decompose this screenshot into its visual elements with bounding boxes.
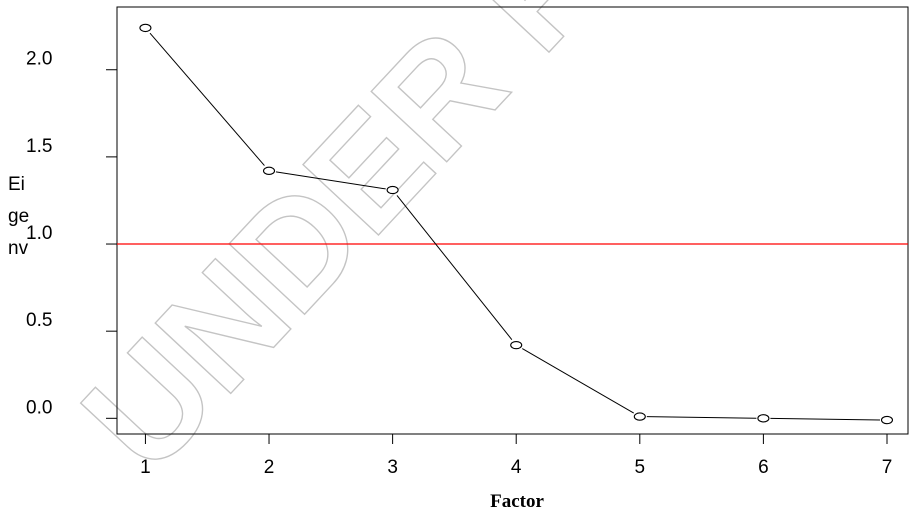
- x-axis-label: Factor: [490, 491, 544, 512]
- y-tick-label: 0.0: [26, 397, 52, 418]
- data-point: [386, 185, 399, 195]
- data-point: [139, 23, 152, 33]
- data-point: [880, 415, 894, 425]
- y-tick-label: 0.5: [26, 310, 52, 331]
- series-segment: [770, 417, 880, 421]
- series-segment: [646, 416, 757, 419]
- x-tick-label: 1: [140, 457, 151, 478]
- x-tick-label: 3: [387, 457, 398, 478]
- data-point: [262, 166, 276, 175]
- x-tick-label: 7: [882, 457, 893, 478]
- series-segment: [396, 195, 513, 340]
- series-segment: [522, 348, 634, 414]
- series-segment: [275, 171, 386, 190]
- x-tick-label: 6: [758, 457, 769, 478]
- watermark: UNDER PEER REVIEW: [50, 0, 909, 503]
- data-point: [633, 412, 646, 421]
- watermark-text: UNDER PEER REVIEW: [51, 0, 909, 502]
- x-tick-label: 5: [635, 457, 646, 478]
- plot-frame: [116, 6, 909, 435]
- x-tick-label: 4: [511, 457, 522, 478]
- y-tick-label: 2.0: [26, 49, 52, 70]
- y-axis-label-line-1: Ei: [8, 174, 25, 195]
- y-tick-label: 1.0: [26, 223, 52, 244]
- y-axis-label-line-2: ge: [8, 206, 29, 227]
- data-point: [510, 340, 523, 350]
- x-tick-label: 2: [264, 457, 275, 478]
- y-tick-label: 1.5: [26, 136, 52, 157]
- series-segment: [149, 32, 265, 166]
- y-axis-label-line-3: nv: [8, 238, 29, 259]
- data-point: [757, 414, 770, 423]
